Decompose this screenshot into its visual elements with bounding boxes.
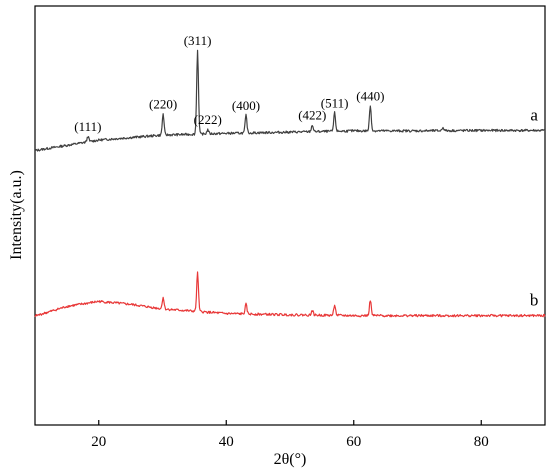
peak-label-222: (222) [194, 112, 222, 127]
peak-labels: a (111) (220) (311) (222) (400) (422)(511) (440… [74, 33, 538, 310]
series-b-line [34, 271, 546, 318]
series-a-label: a [530, 105, 538, 124]
peak-label-422: (422) [298, 108, 326, 123]
series-layer [34, 49, 546, 318]
x-axis-ticks: 20 40 60 80 [91, 420, 489, 450]
plot-frame [34, 5, 546, 426]
x-tick-label-2: 60 [346, 434, 361, 450]
x-axis-label: 2θ(°) [274, 451, 307, 468]
peak-label-111: (111) [74, 119, 101, 134]
peak-label-440: (440) [356, 88, 384, 103]
series-a-line [34, 49, 546, 152]
peak-label-220: (220) [149, 97, 177, 112]
peak-label-400: (400) [232, 98, 260, 113]
peak-label-511: (511) [321, 95, 349, 110]
x-tick-label-0: 20 [91, 434, 106, 450]
peak-label-311: (311) [184, 33, 212, 48]
series-b-label: b [530, 291, 539, 310]
y-axis-label: Intensity(a.u.) [8, 170, 25, 260]
x-tick-label-1: 40 [219, 434, 234, 450]
x-tick-label-3: 80 [474, 434, 489, 450]
